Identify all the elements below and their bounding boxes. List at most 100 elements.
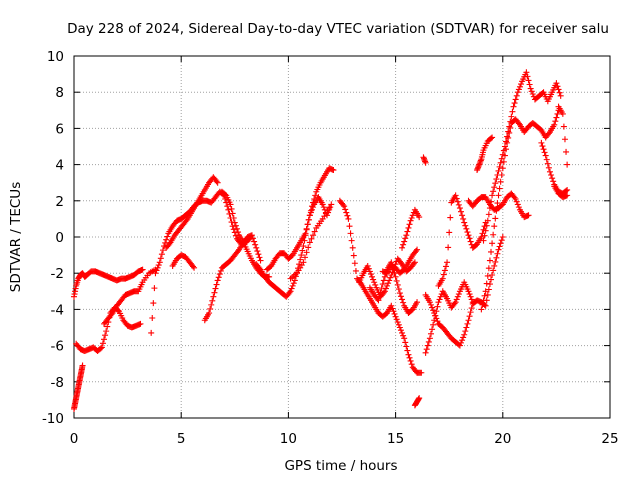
- data-point: [291, 277, 298, 284]
- data-point: [466, 235, 473, 242]
- x-tick-label: 15: [387, 431, 404, 447]
- data-point: [408, 214, 415, 221]
- data-point: [397, 327, 404, 334]
- data-point: [166, 240, 173, 247]
- series-track-j: [253, 165, 337, 300]
- data-point: [554, 83, 561, 90]
- data-point: [149, 314, 156, 321]
- y-tick-label: -4: [51, 302, 64, 318]
- data-point: [164, 233, 171, 240]
- y-tick-label: 0: [55, 230, 64, 246]
- data-point: [489, 192, 496, 199]
- data-point: [412, 248, 419, 255]
- data-point: [403, 232, 410, 239]
- data-point: [391, 310, 398, 317]
- data-point: [543, 156, 550, 163]
- data-point: [364, 262, 371, 269]
- data-point: [213, 178, 220, 185]
- data-point: [206, 310, 213, 317]
- data-point: [99, 340, 106, 347]
- data-point: [302, 230, 309, 237]
- data-point: [518, 81, 525, 88]
- data-point: [235, 248, 242, 255]
- series-track-z: [474, 134, 496, 174]
- data-point: [549, 175, 556, 182]
- data-point: [538, 139, 545, 146]
- data-point: [97, 345, 104, 352]
- data-point: [463, 225, 470, 232]
- series-track-ac: [555, 103, 571, 168]
- data-point: [385, 280, 392, 287]
- data-point: [367, 271, 374, 278]
- data-point: [252, 241, 259, 248]
- data-point: [501, 143, 508, 150]
- data-point: [288, 285, 295, 292]
- data-point: [516, 83, 523, 90]
- data-point: [493, 176, 500, 183]
- data-point: [456, 342, 463, 349]
- x-tick-label: 5: [177, 431, 186, 447]
- data-point: [289, 282, 296, 289]
- data-point: [491, 184, 498, 191]
- data-point: [457, 208, 464, 215]
- data-point: [482, 227, 489, 234]
- series-track-w: [465, 190, 532, 221]
- data-point: [434, 303, 441, 310]
- data-point: [298, 252, 305, 259]
- data-point: [468, 296, 475, 303]
- data-point: [229, 210, 236, 217]
- data-point: [381, 288, 388, 295]
- data-point: [528, 88, 535, 95]
- data-point: [460, 334, 467, 341]
- data-point: [256, 254, 263, 261]
- data-point: [455, 201, 462, 208]
- data-point: [429, 326, 436, 333]
- data-point: [507, 118, 514, 125]
- data-point: [102, 332, 109, 339]
- data-point: [216, 271, 223, 278]
- data-point: [225, 206, 232, 213]
- data-point: [494, 250, 501, 257]
- data-point: [500, 147, 507, 154]
- data-point: [399, 296, 406, 303]
- data-point: [488, 135, 495, 142]
- data-point: [148, 329, 155, 336]
- data-point: [444, 259, 451, 266]
- data-point: [306, 239, 313, 246]
- series-track-y: [480, 69, 564, 244]
- data-point: [350, 252, 357, 259]
- data-point: [208, 301, 215, 308]
- data-point: [346, 223, 353, 230]
- data-point: [486, 257, 493, 264]
- data-point: [233, 225, 240, 232]
- data-point: [466, 291, 473, 298]
- data-point: [456, 205, 463, 212]
- data-point: [442, 263, 449, 270]
- data-point: [384, 282, 391, 289]
- axis-ticks: 0 5 10 15 20 25 -10 -8 -6 -4 -2 0 2 4 6 8 10: [42, 49, 619, 447]
- data-point: [98, 344, 105, 351]
- y-axis-label: SDTVAR / TECUs: [8, 182, 24, 292]
- data-point: [372, 281, 379, 288]
- data-point: [563, 148, 570, 155]
- data-point: [222, 191, 229, 198]
- data-point: [310, 204, 317, 211]
- data-point: [488, 276, 495, 283]
- data-point: [224, 203, 231, 210]
- y-tick-label: 4: [55, 158, 64, 174]
- data-point: [493, 254, 500, 261]
- data-point: [497, 159, 504, 166]
- data-point: [153, 267, 160, 274]
- data-point: [290, 280, 297, 287]
- data-point: [545, 130, 552, 137]
- data-point: [446, 229, 453, 236]
- data-point: [482, 302, 489, 309]
- data-point: [489, 240, 496, 247]
- data-point: [256, 265, 263, 272]
- data-point: [416, 214, 423, 221]
- data-point: [307, 209, 314, 216]
- data-point: [395, 321, 402, 328]
- data-point: [414, 246, 421, 253]
- data-point: [564, 161, 571, 168]
- data-point: [498, 237, 505, 244]
